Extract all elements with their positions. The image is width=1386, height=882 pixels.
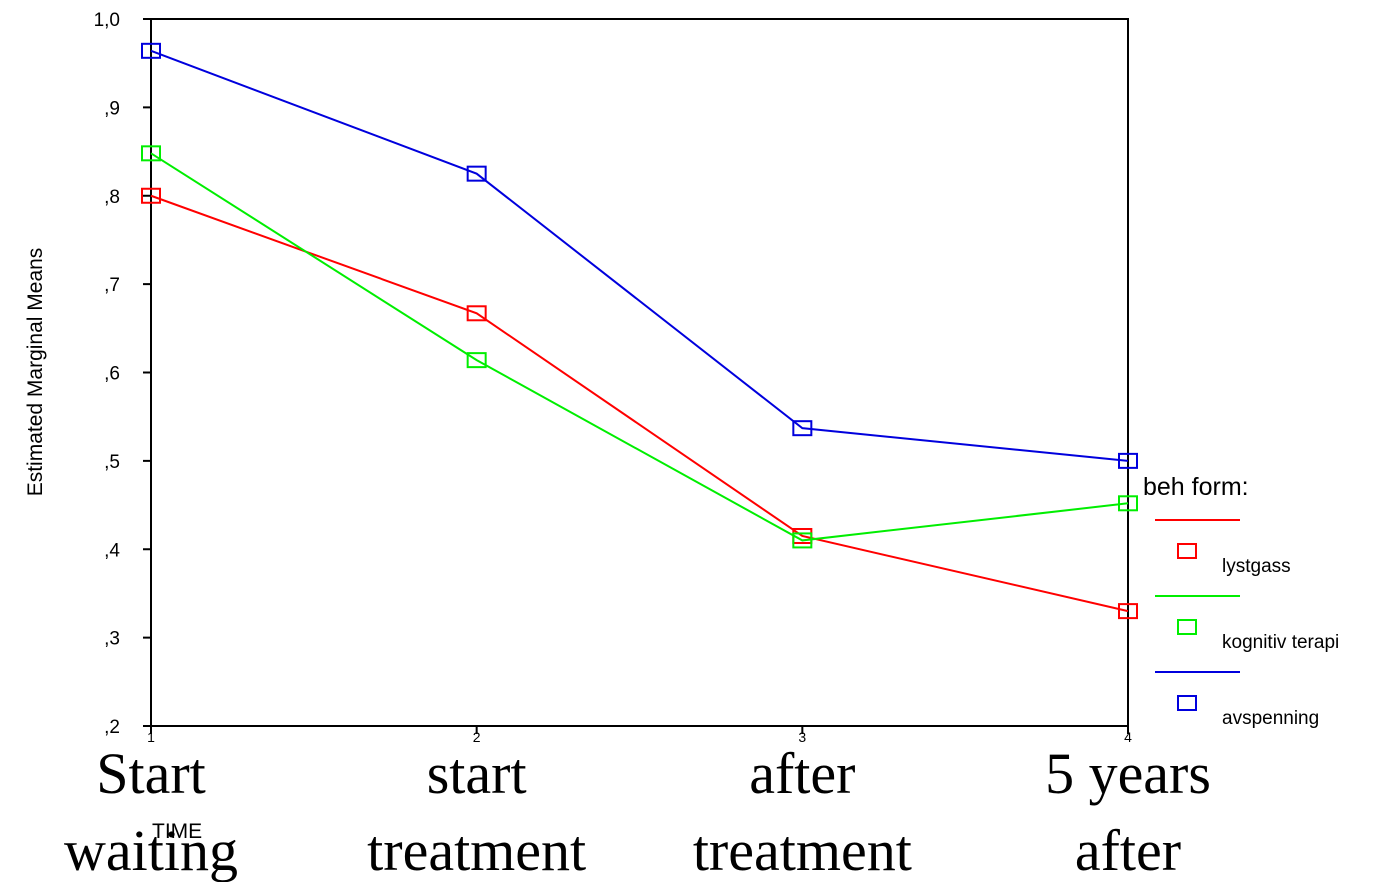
x-phase-label: Start (96, 741, 206, 806)
x-tick-label: 3 (798, 729, 806, 745)
data-point-marker (1118, 603, 1138, 620)
data-point-marker (141, 187, 161, 204)
y-tick-label: ,6 (104, 364, 120, 385)
data-point-marker (466, 352, 487, 369)
data-point-marker (792, 532, 813, 549)
x-axis: 1 2 3 4 (147, 726, 1132, 745)
y-tick-label: ,4 (104, 540, 120, 561)
data-point-marker (1118, 452, 1138, 469)
x-phase-label: start (427, 741, 527, 806)
series-layer (141, 42, 1138, 620)
series-line (150, 49, 1129, 462)
y-axis-title: Estimated Marginal Means (24, 248, 47, 497)
y-tick-label: ,3 (104, 629, 120, 650)
data-point-marker (466, 305, 487, 322)
legend-label: kognitiv terapi (1222, 632, 1339, 653)
y-tick-label: ,5 (104, 452, 120, 473)
x-tick-label: 2 (473, 729, 481, 745)
x-phase-label: 5 years (1045, 741, 1211, 806)
x-phase-label: after (749, 741, 855, 806)
legend-marker (1177, 619, 1197, 635)
legend-label: avspenning (1222, 708, 1319, 729)
data-point-marker (141, 42, 161, 59)
y-tick-label: 1,0 (94, 10, 120, 31)
x-tick-label: 4 (1124, 729, 1132, 745)
y-tick-label: ,9 (104, 98, 120, 119)
x-phase-label: waiting (64, 818, 238, 882)
legend-title: beh form: (1143, 473, 1249, 501)
x-phase-label: treatment (367, 818, 586, 882)
y-tick-label: ,2 (104, 717, 120, 738)
legend-label: lystgass (1222, 556, 1291, 577)
series-line (150, 152, 1129, 542)
data-point-marker (1118, 495, 1138, 512)
legend: beh form: lystgass kognitiv terapi avspenn… (1143, 473, 1339, 729)
data-point-marker (466, 165, 487, 182)
x-phase-label: treatment (693, 818, 912, 882)
x-phase-label: after (1075, 818, 1181, 882)
x-axis-title: TIME (152, 820, 202, 843)
data-point-marker (792, 420, 813, 437)
x-tick-label: 1 (147, 729, 155, 745)
y-axis: 1,0 ,9 ,8 ,7 ,6 ,5 ,4 ,3 ,2 (94, 10, 151, 738)
data-point-marker (141, 145, 161, 162)
x-phase-labels: Start waiting start treatment after treatment… (64, 741, 1211, 882)
y-tick-label: ,8 (104, 187, 120, 208)
plot-frame (150, 18, 1129, 727)
y-tick-label: ,7 (104, 275, 120, 296)
series-line (150, 194, 1129, 613)
legend-marker (1177, 695, 1197, 711)
legend-marker (1177, 543, 1197, 559)
